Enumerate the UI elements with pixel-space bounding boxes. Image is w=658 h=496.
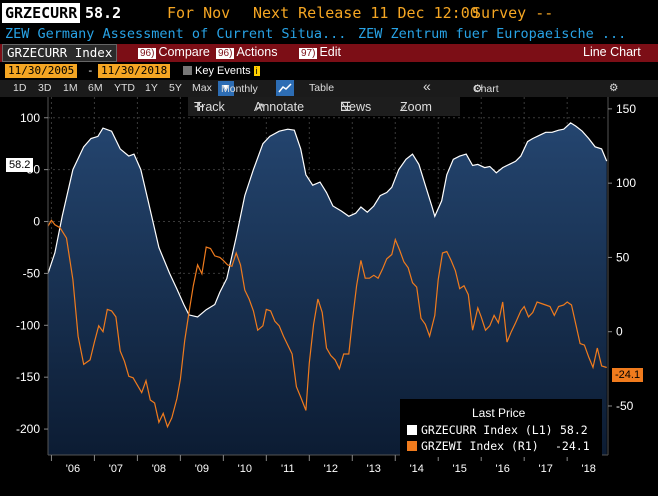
- x-tick-label: '07: [109, 463, 123, 475]
- line-chart-icon[interactable]: [276, 80, 294, 96]
- left-tick-label: -150: [16, 370, 40, 384]
- actions-button[interactable]: 96) Actions: [216, 45, 277, 61]
- legend-value: 58.2: [560, 423, 588, 437]
- x-tick-label: '15: [453, 463, 467, 475]
- checkbox-icon: [183, 66, 192, 75]
- x-tick-label: '13: [367, 463, 381, 475]
- period-label: Monthly: [221, 83, 258, 95]
- grzecurr-line[interactable]: [47, 122, 608, 318]
- news-icon: ☰: [340, 100, 352, 114]
- range-bar: 1D 3D 1M 6M YTD 1Y 5Y Max Monthly ▼ Tabl…: [0, 78, 658, 110]
- x-axis-ticks: '06 '07 '08 '09 '10 '11 '12 '13 '14 '15 '16 '17 '18: [50, 455, 596, 475]
- period-select[interactable]: Monthly ▼: [218, 81, 258, 96]
- x-tick-label: '10: [238, 463, 252, 475]
- chart-type-label[interactable]: Line Chart: [583, 45, 641, 59]
- range-5y[interactable]: 5Y: [169, 82, 182, 94]
- legend-item-grzewi[interactable]: GRZEWI Index (R1): [407, 439, 539, 453]
- security-description[interactable]: ZEW Germany Assessment of Current Situa.…: [5, 26, 347, 42]
- right-last-value-flag: -24.1: [612, 368, 644, 382]
- legend-swatch: [407, 441, 417, 451]
- date-range-row: 11/30/2005 - 11/30/2018 Key Events i: [0, 63, 658, 79]
- actions-key: 96): [216, 48, 235, 59]
- zoom-label: Zoom: [400, 100, 432, 114]
- grzewi-line[interactable]: [47, 219, 607, 429]
- range-max[interactable]: Max: [192, 82, 212, 94]
- x-tick-label: '06: [66, 463, 80, 475]
- edit-label: Edit: [319, 45, 341, 59]
- legend-label: GRZEWI Index (R1): [421, 439, 539, 453]
- collapse-left-icon[interactable]: «: [423, 78, 431, 94]
- range-ytd[interactable]: YTD: [114, 82, 135, 94]
- start-date-input[interactable]: 11/30/2005: [5, 64, 78, 78]
- track-label: Track: [194, 100, 225, 114]
- left-tick-label: -200: [16, 422, 40, 436]
- magnifier-icon: ⌕: [400, 100, 408, 114]
- settings-gear-icon[interactable]: ⚙: [609, 82, 619, 94]
- legend-value: -24.1: [555, 439, 590, 453]
- description-row: ZEW Germany Assessment of Current Situa.…: [0, 26, 658, 44]
- survey-label: Survey --: [472, 4, 554, 22]
- legend-item-grzecurr[interactable]: GRZECURR Index (L1): [407, 423, 553, 437]
- end-date-input[interactable]: 11/30/2018: [98, 64, 171, 78]
- compare-key: 96): [138, 48, 157, 59]
- right-tick-label: 50: [616, 250, 630, 264]
- right-tick-label: 100: [616, 176, 636, 190]
- compare-label: Compare: [158, 45, 210, 59]
- legend-title: Last Price: [472, 406, 526, 420]
- left-tick-label: 100: [20, 111, 40, 125]
- period-label: For Nov: [167, 4, 231, 22]
- legend-label: GRZECURR Index (L1): [421, 423, 553, 437]
- table-button[interactable]: Table: [309, 82, 335, 94]
- chart-toolbar: GRZECURR Index 96) Compare 96) Actions 97)…: [0, 44, 658, 62]
- x-tick-label: '18: [581, 463, 595, 475]
- x-tick-label: '12: [324, 463, 338, 475]
- key-events-toggle[interactable]: Key Events i: [183, 64, 260, 78]
- x-tick-label: '11: [281, 463, 295, 475]
- next-release-label: Next Release 11 Dec 12:00: [253, 4, 479, 22]
- annotate-icon: ↗: [254, 100, 265, 114]
- info-icon: i: [253, 66, 260, 76]
- chart-menu: ✛ Track ↗ Annotate ☰ News ⌕ Zoom: [188, 97, 460, 116]
- range-1m[interactable]: 1M: [63, 82, 78, 94]
- left-tick-label: 0: [33, 215, 40, 229]
- crosshair-icon: ✛: [194, 100, 205, 114]
- grzecurr-area: [48, 122, 607, 456]
- right-tick-label: 0: [616, 325, 623, 339]
- news-label: News: [340, 100, 372, 114]
- security-header: GRZECURR 58.2 For Nov Next Release 11 De…: [0, 0, 658, 26]
- gear-icon: ⚙: [473, 83, 483, 95]
- x-tick-label: '16: [496, 463, 510, 475]
- key-events-label: Key Events: [195, 65, 251, 77]
- ticker-symbol[interactable]: GRZECURR: [2, 3, 81, 23]
- left-last-value-flag: 58.2: [6, 158, 34, 172]
- x-tick-label: '14: [410, 463, 424, 475]
- range-3d[interactable]: 3D: [38, 82, 52, 94]
- source-description[interactable]: ZEW Zentrum fuer Europaeische ...: [358, 26, 627, 42]
- date-range-separator: -: [87, 64, 94, 77]
- edit-key: 97): [299, 48, 318, 59]
- chart-legend: Last Price GRZECURR Index (L1) 58.2 GRZE…: [400, 399, 602, 457]
- x-tick-label: '17: [539, 463, 553, 475]
- ticker-field[interactable]: GRZECURR Index: [2, 44, 118, 62]
- range-6m[interactable]: 6M: [88, 82, 103, 94]
- last-value: 58.2: [85, 4, 122, 22]
- left-tick-label: -100: [16, 318, 40, 332]
- annotate-label: Annotate: [254, 100, 305, 114]
- right-tick-label: -50: [616, 399, 634, 413]
- range-1y[interactable]: 1Y: [145, 82, 158, 94]
- compare-button[interactable]: 96) Compare: [138, 45, 210, 61]
- legend-swatch: [407, 425, 417, 435]
- x-tick-label: '08: [152, 463, 166, 475]
- range-1d[interactable]: 1D: [13, 82, 27, 94]
- right-axis-ticks: 150 100 50 0 -50: [608, 102, 636, 413]
- left-tick-label: -50: [23, 266, 41, 280]
- actions-label: Actions: [236, 45, 278, 59]
- right-tick-label: 150: [616, 102, 636, 116]
- edit-button[interactable]: 97) Edit: [299, 45, 341, 61]
- x-tick-label: '09: [195, 463, 209, 475]
